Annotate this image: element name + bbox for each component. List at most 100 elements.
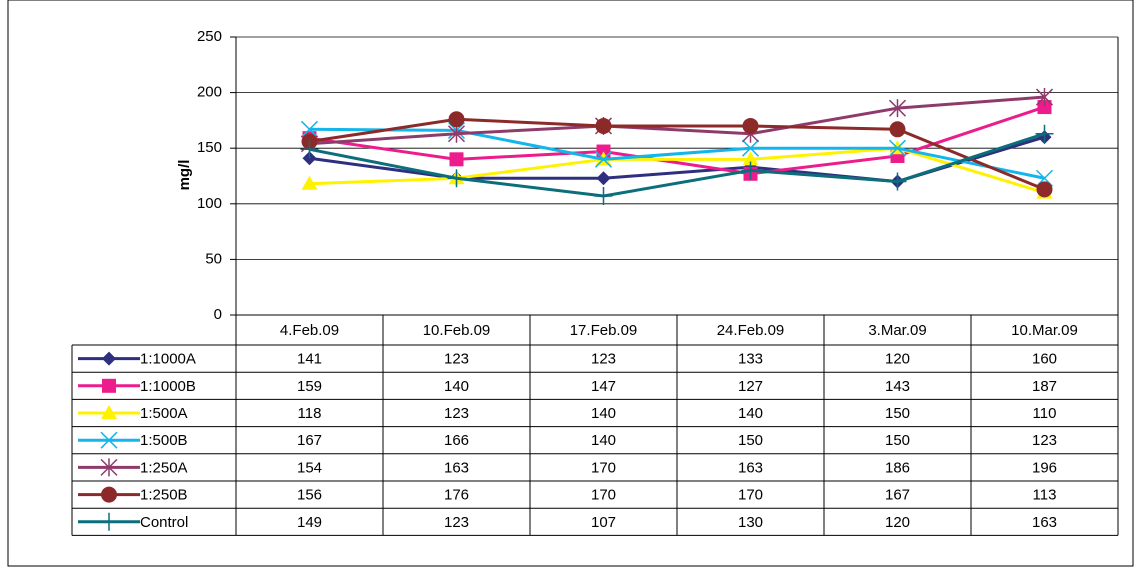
marker — [594, 150, 613, 168]
table-value: 127 — [738, 378, 763, 395]
marker — [1036, 181, 1053, 198]
table-value: 186 — [885, 459, 910, 476]
table-value: 170 — [738, 487, 763, 504]
series-line — [309, 146, 1045, 195]
table-value: 150 — [885, 405, 910, 422]
table-value: 167 — [297, 432, 322, 449]
table-value: 163 — [1032, 514, 1057, 531]
marker — [448, 111, 465, 128]
y-tick-label: 250 — [197, 28, 222, 45]
table-value: 154 — [297, 459, 322, 476]
marker — [742, 151, 759, 166]
marker — [741, 139, 760, 157]
table-value: 167 — [885, 487, 910, 504]
y-tick-label: 150 — [197, 139, 222, 156]
x-tick-label: 3.Mar.09 — [868, 322, 926, 339]
marker — [100, 512, 118, 531]
marker — [100, 458, 118, 477]
marker — [888, 99, 907, 118]
legend-label: 1:1000B — [140, 378, 196, 395]
y-tick-label: 100 — [197, 195, 222, 212]
table-value: 150 — [885, 432, 910, 449]
y-axis-label: mg/l — [176, 160, 193, 191]
legend-label: 1:250B — [140, 487, 188, 504]
marker — [447, 124, 466, 143]
marker — [1035, 88, 1054, 107]
series-line — [309, 132, 1045, 198]
table-value: 156 — [297, 487, 322, 504]
table-value: 140 — [591, 432, 616, 449]
series-line — [309, 117, 1046, 191]
marker — [888, 172, 907, 191]
table-value: 141 — [297, 351, 322, 368]
table-value: 123 — [444, 351, 469, 368]
marker — [1037, 100, 1052, 115]
table-value: 196 — [1032, 459, 1057, 476]
marker — [888, 139, 907, 157]
x-tick-label: 10.Feb.09 — [423, 322, 491, 339]
marker — [447, 169, 466, 188]
table-value: 140 — [591, 405, 616, 422]
marker — [595, 117, 612, 134]
table-value: 140 — [738, 405, 763, 422]
table-value: 166 — [444, 432, 469, 449]
marker — [102, 351, 116, 366]
table-value: 123 — [444, 514, 469, 531]
table-value: 123 — [1032, 432, 1057, 449]
table-value: 123 — [591, 351, 616, 368]
table-value: 176 — [444, 487, 469, 504]
table-value: 163 — [738, 459, 763, 476]
table-value: 140 — [444, 378, 469, 395]
legend-label: 1:500B — [140, 432, 188, 449]
table-value: 160 — [1032, 351, 1057, 368]
table-value: 123 — [444, 405, 469, 422]
table-value: 120 — [885, 351, 910, 368]
chart-frame — [7, 0, 1134, 567]
marker — [596, 171, 611, 186]
y-tick-label: 200 — [197, 84, 222, 101]
legend-label: 1:1000A — [140, 351, 196, 368]
table-value: 130 — [738, 514, 763, 531]
marker — [102, 378, 116, 393]
x-tick-label: 17.Feb.09 — [570, 322, 638, 339]
y-tick-label: 50 — [205, 250, 222, 267]
marker — [889, 121, 906, 138]
marker — [1035, 124, 1054, 143]
table-value: 133 — [738, 351, 763, 368]
table-value: 107 — [591, 514, 616, 531]
series-line — [309, 95, 1045, 146]
table-value: 147 — [591, 378, 616, 395]
marker — [101, 405, 117, 419]
table-value: 149 — [297, 514, 322, 531]
table-value: 170 — [591, 459, 616, 476]
marker — [742, 117, 759, 134]
x-tick-label: 10.Mar.09 — [1011, 322, 1078, 339]
marker — [300, 120, 319, 138]
x-tick-label: 4.Feb.09 — [280, 322, 339, 339]
y-tick-label: 0 — [214, 306, 222, 323]
table-value: 113 — [1033, 487, 1057, 504]
marker — [101, 486, 117, 503]
table-value: 163 — [444, 459, 469, 476]
table-value: 159 — [297, 378, 322, 395]
marker — [301, 175, 318, 190]
marker — [100, 431, 118, 449]
table-value: 170 — [591, 487, 616, 504]
table-value: 110 — [1033, 405, 1057, 422]
table-value: 118 — [298, 405, 322, 422]
table-value: 187 — [1032, 378, 1057, 395]
series-line — [309, 127, 1045, 180]
legend-label: 1:500A — [140, 405, 188, 422]
legend-label: Control — [140, 514, 188, 531]
table-value: 150 — [738, 432, 763, 449]
marker — [449, 152, 464, 167]
marker — [741, 161, 760, 180]
x-tick-label: 24.Feb.09 — [717, 322, 785, 339]
marker — [300, 140, 319, 159]
marker — [594, 187, 613, 206]
table-value: 120 — [885, 514, 910, 531]
series-line — [309, 105, 1045, 176]
legend-label: 1:250A — [140, 459, 188, 476]
table-value: 143 — [885, 378, 910, 395]
